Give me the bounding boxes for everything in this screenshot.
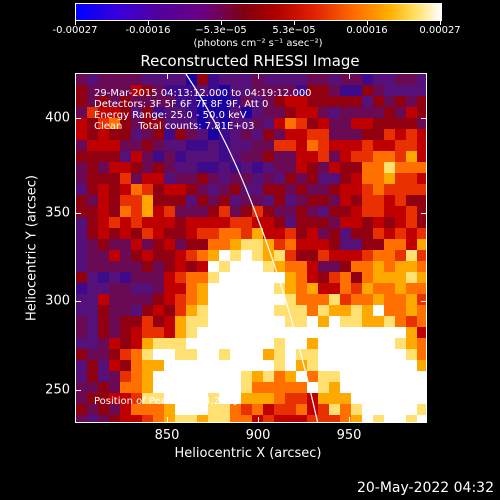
colorbar-label: 0.00016 [346, 25, 388, 36]
y-tick-label: 250 [45, 382, 70, 398]
y-tick [75, 213, 81, 214]
energy-range: Energy Range: 25.0 - 50.0 keV [94, 110, 247, 121]
y-tick [75, 390, 81, 391]
y-tick-label: 350 [45, 205, 70, 221]
y-tick [421, 301, 427, 302]
detectors: Detectors: 3F 5F 6F 7F 8F 9F, Att 0 [94, 99, 269, 110]
image-title: Reconstructed RHESSI Image [140, 52, 360, 70]
x-tick-label: 950 [336, 428, 362, 443]
x-tick [349, 417, 350, 423]
x-tick [258, 417, 259, 423]
datestamp: 20-May-2022 04:32 [356, 480, 494, 496]
x-tick [167, 417, 168, 423]
heatmap-pixels [76, 74, 426, 422]
time-range: 29-Mar-2015 04:13:12.000 to 04:19:12.000 [94, 88, 312, 99]
x-tick [258, 73, 259, 79]
colorbar-tick [148, 20, 149, 25]
colorbar-tick [75, 20, 76, 25]
colorbar-label: -0.00016 [125, 25, 171, 36]
colorbar [75, 3, 442, 21]
colorbar-label: −5.3e−05 [195, 25, 247, 36]
x-tick [349, 73, 350, 79]
solar-limb [185, 74, 319, 422]
colorbar-tick [367, 20, 368, 25]
y-tick-label: 400 [45, 110, 70, 126]
colorbar-tick [294, 20, 295, 25]
colorbar-tick [221, 20, 222, 25]
colorbar-label: 0.00027 [419, 25, 461, 36]
clean-counts: Clean Total counts: 7.81E+03 [94, 121, 255, 132]
colorbar-tick [440, 20, 441, 25]
colorbar-label: 5.3e−05 [272, 25, 316, 36]
x-tick-label: 850 [154, 428, 180, 443]
colorbar-units: (photons cm⁻² s⁻¹ asec⁻²) [193, 38, 323, 49]
rhessi-image: 29-Mar-2015 04:13:12.000 to 04:19:12.000… [75, 73, 427, 423]
x-axis-label: Heliocentric X (arcsec) [174, 446, 322, 461]
colorbar-label: -0.00027 [52, 25, 98, 36]
x-tick [167, 73, 168, 79]
y-tick [421, 213, 427, 214]
y-tick-label: 300 [45, 293, 70, 309]
y-tick [421, 390, 427, 391]
y-tick [421, 118, 427, 119]
x-tick-label: 900 [245, 428, 271, 443]
y-axis-label: Heliocentric Y (arcsec) [24, 175, 40, 321]
y-tick [75, 301, 81, 302]
peak-position: Position of Peak = [954,284] [94, 396, 237, 407]
y-tick [75, 118, 81, 119]
